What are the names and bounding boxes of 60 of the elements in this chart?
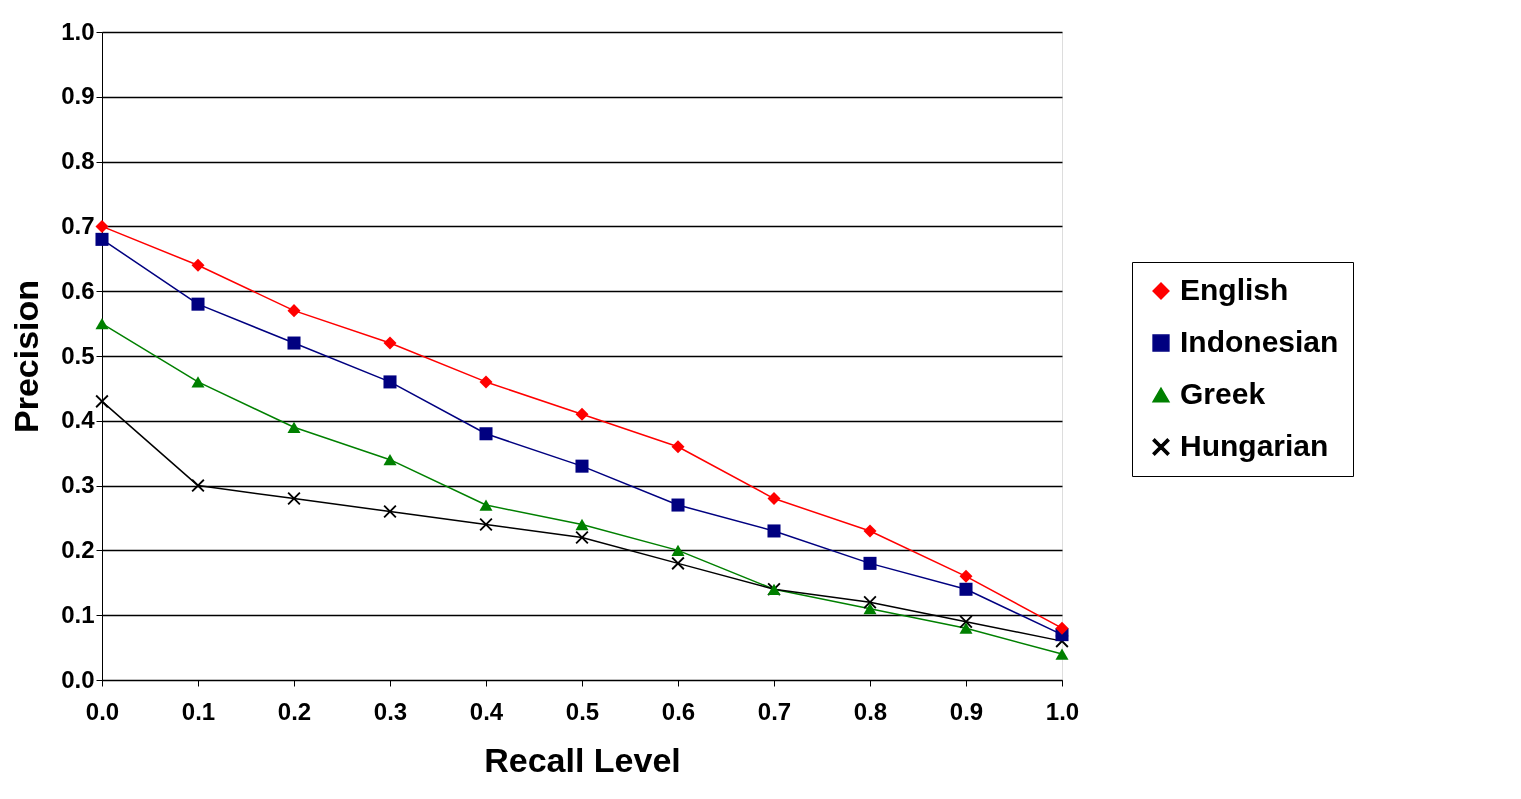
x-tick-label: 0.3: [373, 697, 408, 725]
x-tick-label: 0.7: [757, 697, 792, 725]
point: [1055, 648, 1069, 660]
point: [383, 454, 397, 466]
x-tick-label: 1.0: [1045, 697, 1080, 725]
x-tick-label: 0.5: [565, 697, 600, 725]
point: [383, 375, 397, 389]
x-tick-label: 0.6: [661, 697, 696, 725]
y-tick-label: 1.0: [61, 17, 95, 45]
legend-label: Greek: [1180, 377, 1266, 410]
y-tick-label: 0.1: [61, 600, 95, 628]
y-tick-label: 0.7: [61, 211, 95, 239]
point: [863, 603, 877, 615]
point: [575, 518, 589, 531]
point: [287, 304, 301, 318]
point: [383, 336, 397, 350]
point: [287, 421, 301, 433]
y-tick-label: 0.5: [61, 341, 95, 369]
point: [191, 376, 205, 388]
y-tick-label: 0.8: [61, 147, 95, 175]
point: [95, 317, 109, 330]
legend-label: Hungarian: [1180, 429, 1329, 462]
x-tick-label: 0.0: [85, 697, 120, 725]
y-tick-label: 0.3: [61, 471, 95, 499]
x-tick-label: 0.4: [469, 697, 504, 725]
point: [95, 219, 109, 233]
point: [671, 498, 685, 512]
y-tick-label: 0.6: [61, 276, 95, 304]
point: [575, 459, 589, 473]
x-tick-label: 0.8: [853, 697, 888, 725]
point: [191, 258, 205, 272]
point: [959, 569, 973, 583]
point: [959, 582, 973, 596]
point: [95, 232, 109, 246]
x-tick-label: 0.1: [181, 697, 216, 725]
legend-label: Indonesian: [1180, 325, 1339, 358]
point: [671, 544, 685, 557]
y-axis-title: Precision: [7, 279, 46, 434]
legend-label: English: [1180, 273, 1289, 306]
point: [671, 440, 685, 454]
y-tick-label: 0.0: [61, 665, 95, 693]
x-tick-label: 0.9: [949, 697, 984, 725]
point: [479, 427, 493, 441]
point: [575, 407, 589, 421]
y-tick-label: 0.4: [61, 406, 96, 434]
point: [1055, 621, 1069, 635]
point: [191, 297, 205, 311]
y-tick-label: 0.9: [61, 82, 95, 110]
point: [863, 556, 877, 570]
point: [287, 336, 301, 350]
point: [767, 524, 781, 538]
point: [479, 499, 493, 511]
y-tick-label: 0.2: [61, 535, 95, 563]
point: [479, 375, 493, 389]
point: [959, 622, 973, 634]
x-tick-label: 0.2: [277, 697, 312, 725]
point: [863, 524, 877, 538]
point: [863, 595, 877, 609]
x-axis-title: Recall Level: [484, 740, 681, 779]
point: [767, 492, 781, 506]
